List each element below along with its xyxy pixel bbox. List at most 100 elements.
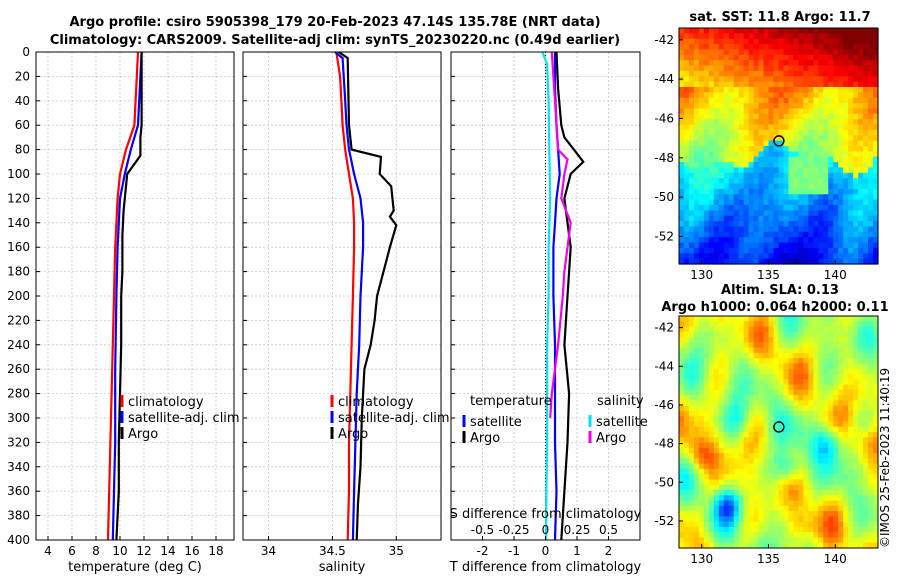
map-cell-sla xyxy=(813,400,819,407)
map-cell-sst xyxy=(788,44,795,51)
map-cell-sla xyxy=(728,516,735,523)
map-cell-sla xyxy=(793,447,799,454)
map-cell-sst xyxy=(798,119,804,126)
map-cell-sla xyxy=(848,326,854,333)
map-cell-sst xyxy=(763,156,770,163)
map-cell-sst xyxy=(848,103,854,110)
map-cell-sst xyxy=(773,210,780,217)
map-cell-sla xyxy=(828,400,834,407)
map-cell-sst xyxy=(838,65,844,72)
map-cell-sst xyxy=(763,226,770,233)
map-cell-sla xyxy=(703,500,710,507)
map-cell-sla xyxy=(723,405,730,412)
map-cell-sst xyxy=(773,97,780,104)
map-cell-sla xyxy=(753,458,760,465)
map-cell-sst xyxy=(753,151,760,158)
map-cell-sst xyxy=(808,60,814,67)
map-cell-sla xyxy=(843,379,849,386)
map-cell-sla xyxy=(833,347,839,354)
map-cell-sst xyxy=(763,60,770,67)
map-cell-sla xyxy=(828,442,834,449)
map-cell-sst xyxy=(863,119,869,126)
map-cell-sla xyxy=(773,484,780,491)
map-cell-sla xyxy=(823,352,829,359)
map-cell-sla xyxy=(853,368,859,375)
map-cell-sla xyxy=(863,363,869,370)
map-cell-sla xyxy=(753,447,760,454)
map-cell-sla xyxy=(783,321,790,328)
map-x-tick-label: 130 xyxy=(690,552,713,566)
map-cell-sla xyxy=(703,331,710,338)
map-cell-sla xyxy=(788,532,795,539)
map-cell-sst xyxy=(768,140,775,147)
map-x-tick-label: 130 xyxy=(690,268,713,282)
map-cell-sla xyxy=(788,379,795,386)
map-cell-sla xyxy=(798,442,804,449)
map-cell-sla xyxy=(798,516,804,523)
map-cell-sla xyxy=(768,416,775,423)
map-cell-sst xyxy=(748,167,755,174)
map-cell-sst xyxy=(743,65,750,72)
map-cell-sst xyxy=(853,253,859,260)
map-cell-sla xyxy=(788,331,795,338)
map-cell-sla xyxy=(758,479,765,486)
map-cell-sst xyxy=(773,49,780,56)
map-cell-sst xyxy=(783,38,790,45)
map-cell-sst xyxy=(718,87,725,93)
map-cell-sla xyxy=(683,326,690,333)
map-cell-sla xyxy=(728,532,735,539)
map-cell-sst xyxy=(793,119,799,126)
map-cell-sst xyxy=(713,237,720,244)
map-cell-sst xyxy=(838,188,844,195)
map-cell-sst xyxy=(843,215,849,222)
map-cell-sla xyxy=(738,416,745,423)
map-frame-sst xyxy=(678,27,879,265)
map-cell-sst xyxy=(763,28,770,34)
map-cell-sla xyxy=(848,426,854,433)
map-cell-sst xyxy=(788,146,795,152)
map-cell-sla xyxy=(808,405,814,412)
map-cell-sla xyxy=(723,331,730,338)
map-cell-sla xyxy=(698,400,705,407)
map-cell-sla xyxy=(773,437,780,444)
map-cell-sla xyxy=(863,516,869,523)
map-cell-sst xyxy=(743,215,750,222)
map-cell-sst xyxy=(783,113,790,120)
map-cell-sla xyxy=(793,352,799,359)
map-cell-sst xyxy=(683,28,690,34)
map-cell-sla xyxy=(688,458,695,465)
map-cell-sst xyxy=(683,199,690,206)
map-cell-sla xyxy=(833,400,839,407)
map-cell-sst xyxy=(858,183,864,190)
map-cell-sla xyxy=(683,405,690,412)
map-cell-sla xyxy=(713,447,720,454)
map-cell-sla xyxy=(813,537,819,544)
map-cell-sla xyxy=(703,347,710,354)
map-cell-sla xyxy=(763,453,770,459)
map-cell-sla xyxy=(863,395,869,401)
map-cell-sla xyxy=(688,368,695,375)
map-cell-sla xyxy=(679,342,685,349)
map-cell-sst xyxy=(713,167,720,174)
map-cell-sla xyxy=(733,337,740,343)
map-cell-sst xyxy=(679,70,685,77)
map-cell-sla xyxy=(778,447,785,454)
map-cell-sst xyxy=(848,81,854,88)
map-cell-sla xyxy=(753,358,760,365)
map-cell-sla xyxy=(788,363,795,370)
y-tick-label: 140 xyxy=(7,216,30,230)
map-cell-sla xyxy=(868,437,874,444)
map-cell-sst xyxy=(718,226,725,233)
map-cell-sst xyxy=(843,162,849,169)
map-cell-sst xyxy=(793,54,799,61)
map-cell-sla xyxy=(743,468,750,475)
map-cell-sla xyxy=(838,316,844,322)
map-cell-sst xyxy=(838,129,844,136)
map-cell-sst xyxy=(773,70,780,77)
map-cell-sla xyxy=(728,511,735,517)
y-tick-label: 400 xyxy=(7,533,30,547)
map-cell-sst xyxy=(788,178,795,185)
map-cell-sla xyxy=(813,358,819,365)
map-cell-sst xyxy=(688,113,695,120)
map-cell-sla xyxy=(688,447,695,454)
